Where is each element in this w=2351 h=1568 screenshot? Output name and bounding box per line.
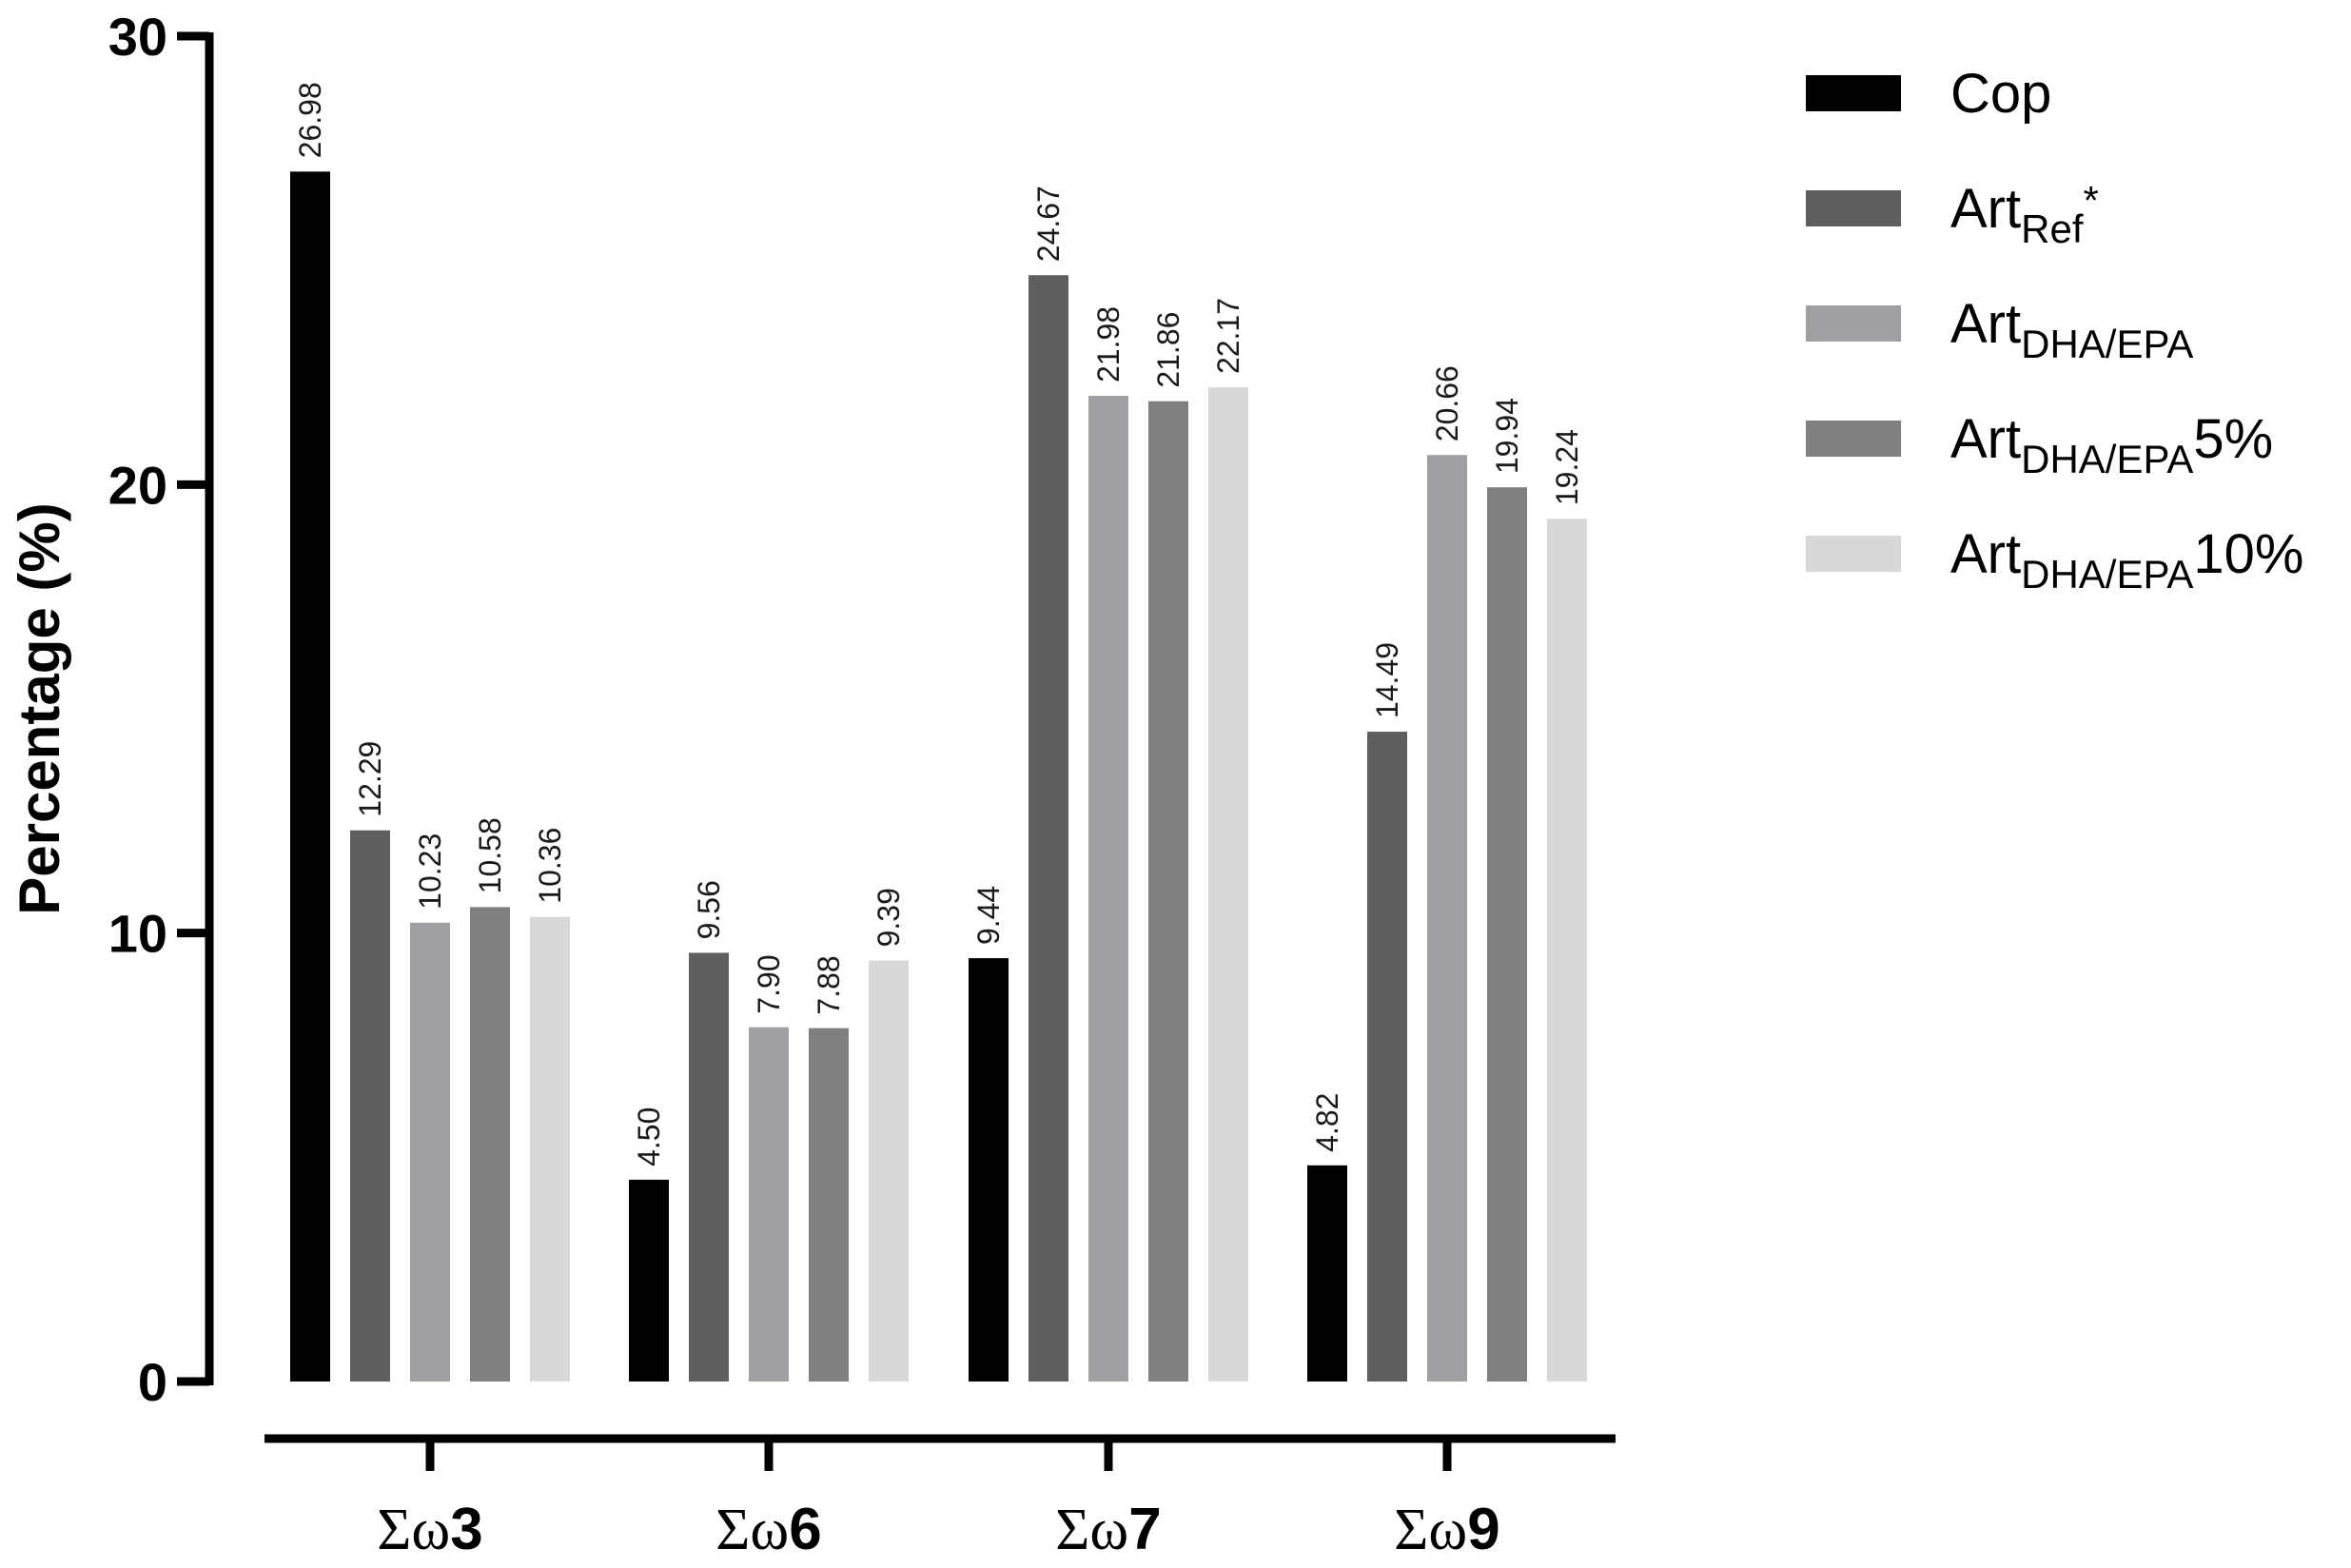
x-axis: Σω3 Σω6 Σω7 Σω9 [264, 1434, 1616, 1562]
bar [809, 1028, 849, 1382]
data-label: 10.23 [413, 833, 447, 910]
legend-label: Cop [1950, 63, 2051, 125]
bar [969, 958, 1009, 1382]
bar [1487, 487, 1527, 1382]
legend-swatch [1806, 190, 1901, 226]
data-label: 14.49 [1370, 642, 1404, 718]
y-axis: 0 10 20 30 Percentage (%) [8, 7, 214, 1412]
data-label: 26.98 [293, 82, 327, 158]
y-axis-label: Percentage (%) [8, 502, 71, 914]
bar [1148, 401, 1188, 1382]
data-label: 19.24 [1550, 429, 1584, 505]
legend-swatch [1806, 75, 1901, 111]
bar [410, 922, 450, 1382]
bar [290, 171, 330, 1382]
legend-label: ArtDHA/EPA10% [1950, 523, 2304, 597]
y-tick-label: 20 [108, 455, 167, 515]
data-label: 7.90 [752, 954, 786, 1013]
legend-label: ArtRef* [1950, 178, 2099, 251]
bar [689, 952, 729, 1382]
y-tick-label: 0 [138, 1352, 167, 1412]
bar [1547, 519, 1587, 1382]
data-label: 4.50 [632, 1107, 666, 1166]
bar [629, 1179, 669, 1382]
data-label: 19.94 [1490, 398, 1524, 474]
y-tick-label: 30 [108, 7, 167, 67]
x-tick-label: Σω3 [377, 1497, 482, 1562]
data-label: 10.58 [473, 817, 507, 893]
bar [1307, 1165, 1347, 1382]
bar [470, 907, 510, 1382]
x-tick-label: Σω6 [715, 1497, 821, 1562]
x-tick-label: Σω7 [1055, 1497, 1161, 1562]
x-tick-label: Σω9 [1394, 1497, 1499, 1562]
data-label: 7.88 [812, 955, 846, 1014]
legend-swatch [1806, 536, 1901, 572]
data-label: 20.66 [1430, 365, 1464, 441]
data-label: 12.29 [353, 741, 387, 817]
data-label: 4.82 [1310, 1093, 1344, 1152]
bar [530, 916, 570, 1382]
bar [1427, 455, 1467, 1382]
bar [350, 830, 390, 1382]
data-label: 10.36 [533, 828, 567, 904]
legend-swatch [1806, 421, 1901, 457]
legend: Cop ArtRef* ArtDHA/EPA ArtDHA/EPA5% ArtDHA/E… [1806, 63, 2304, 597]
data-label: 9.44 [971, 886, 1006, 945]
data-label: 21.98 [1091, 306, 1126, 382]
bar [1088, 396, 1128, 1382]
bar [749, 1027, 789, 1382]
bar [1367, 732, 1407, 1382]
data-label: 24.67 [1031, 186, 1066, 262]
bar [1208, 387, 1248, 1382]
data-labels: 26.98 12.29 10.23 10.58 10.36 4.50 9.56 7.90 7.8… [293, 82, 1584, 1166]
data-label: 9.39 [872, 888, 906, 947]
data-label: 9.56 [692, 880, 726, 939]
data-label: 22.17 [1211, 298, 1245, 374]
legend-label: ArtDHA/EPA5% [1950, 408, 2273, 481]
legend-swatch [1806, 305, 1901, 342]
bar [1029, 275, 1068, 1382]
y-tick-label: 10 [108, 904, 167, 964]
legend-label: ArtDHA/EPA [1950, 293, 2193, 366]
bars [290, 171, 1587, 1382]
bar [869, 960, 909, 1382]
data-label: 21.86 [1151, 312, 1185, 388]
